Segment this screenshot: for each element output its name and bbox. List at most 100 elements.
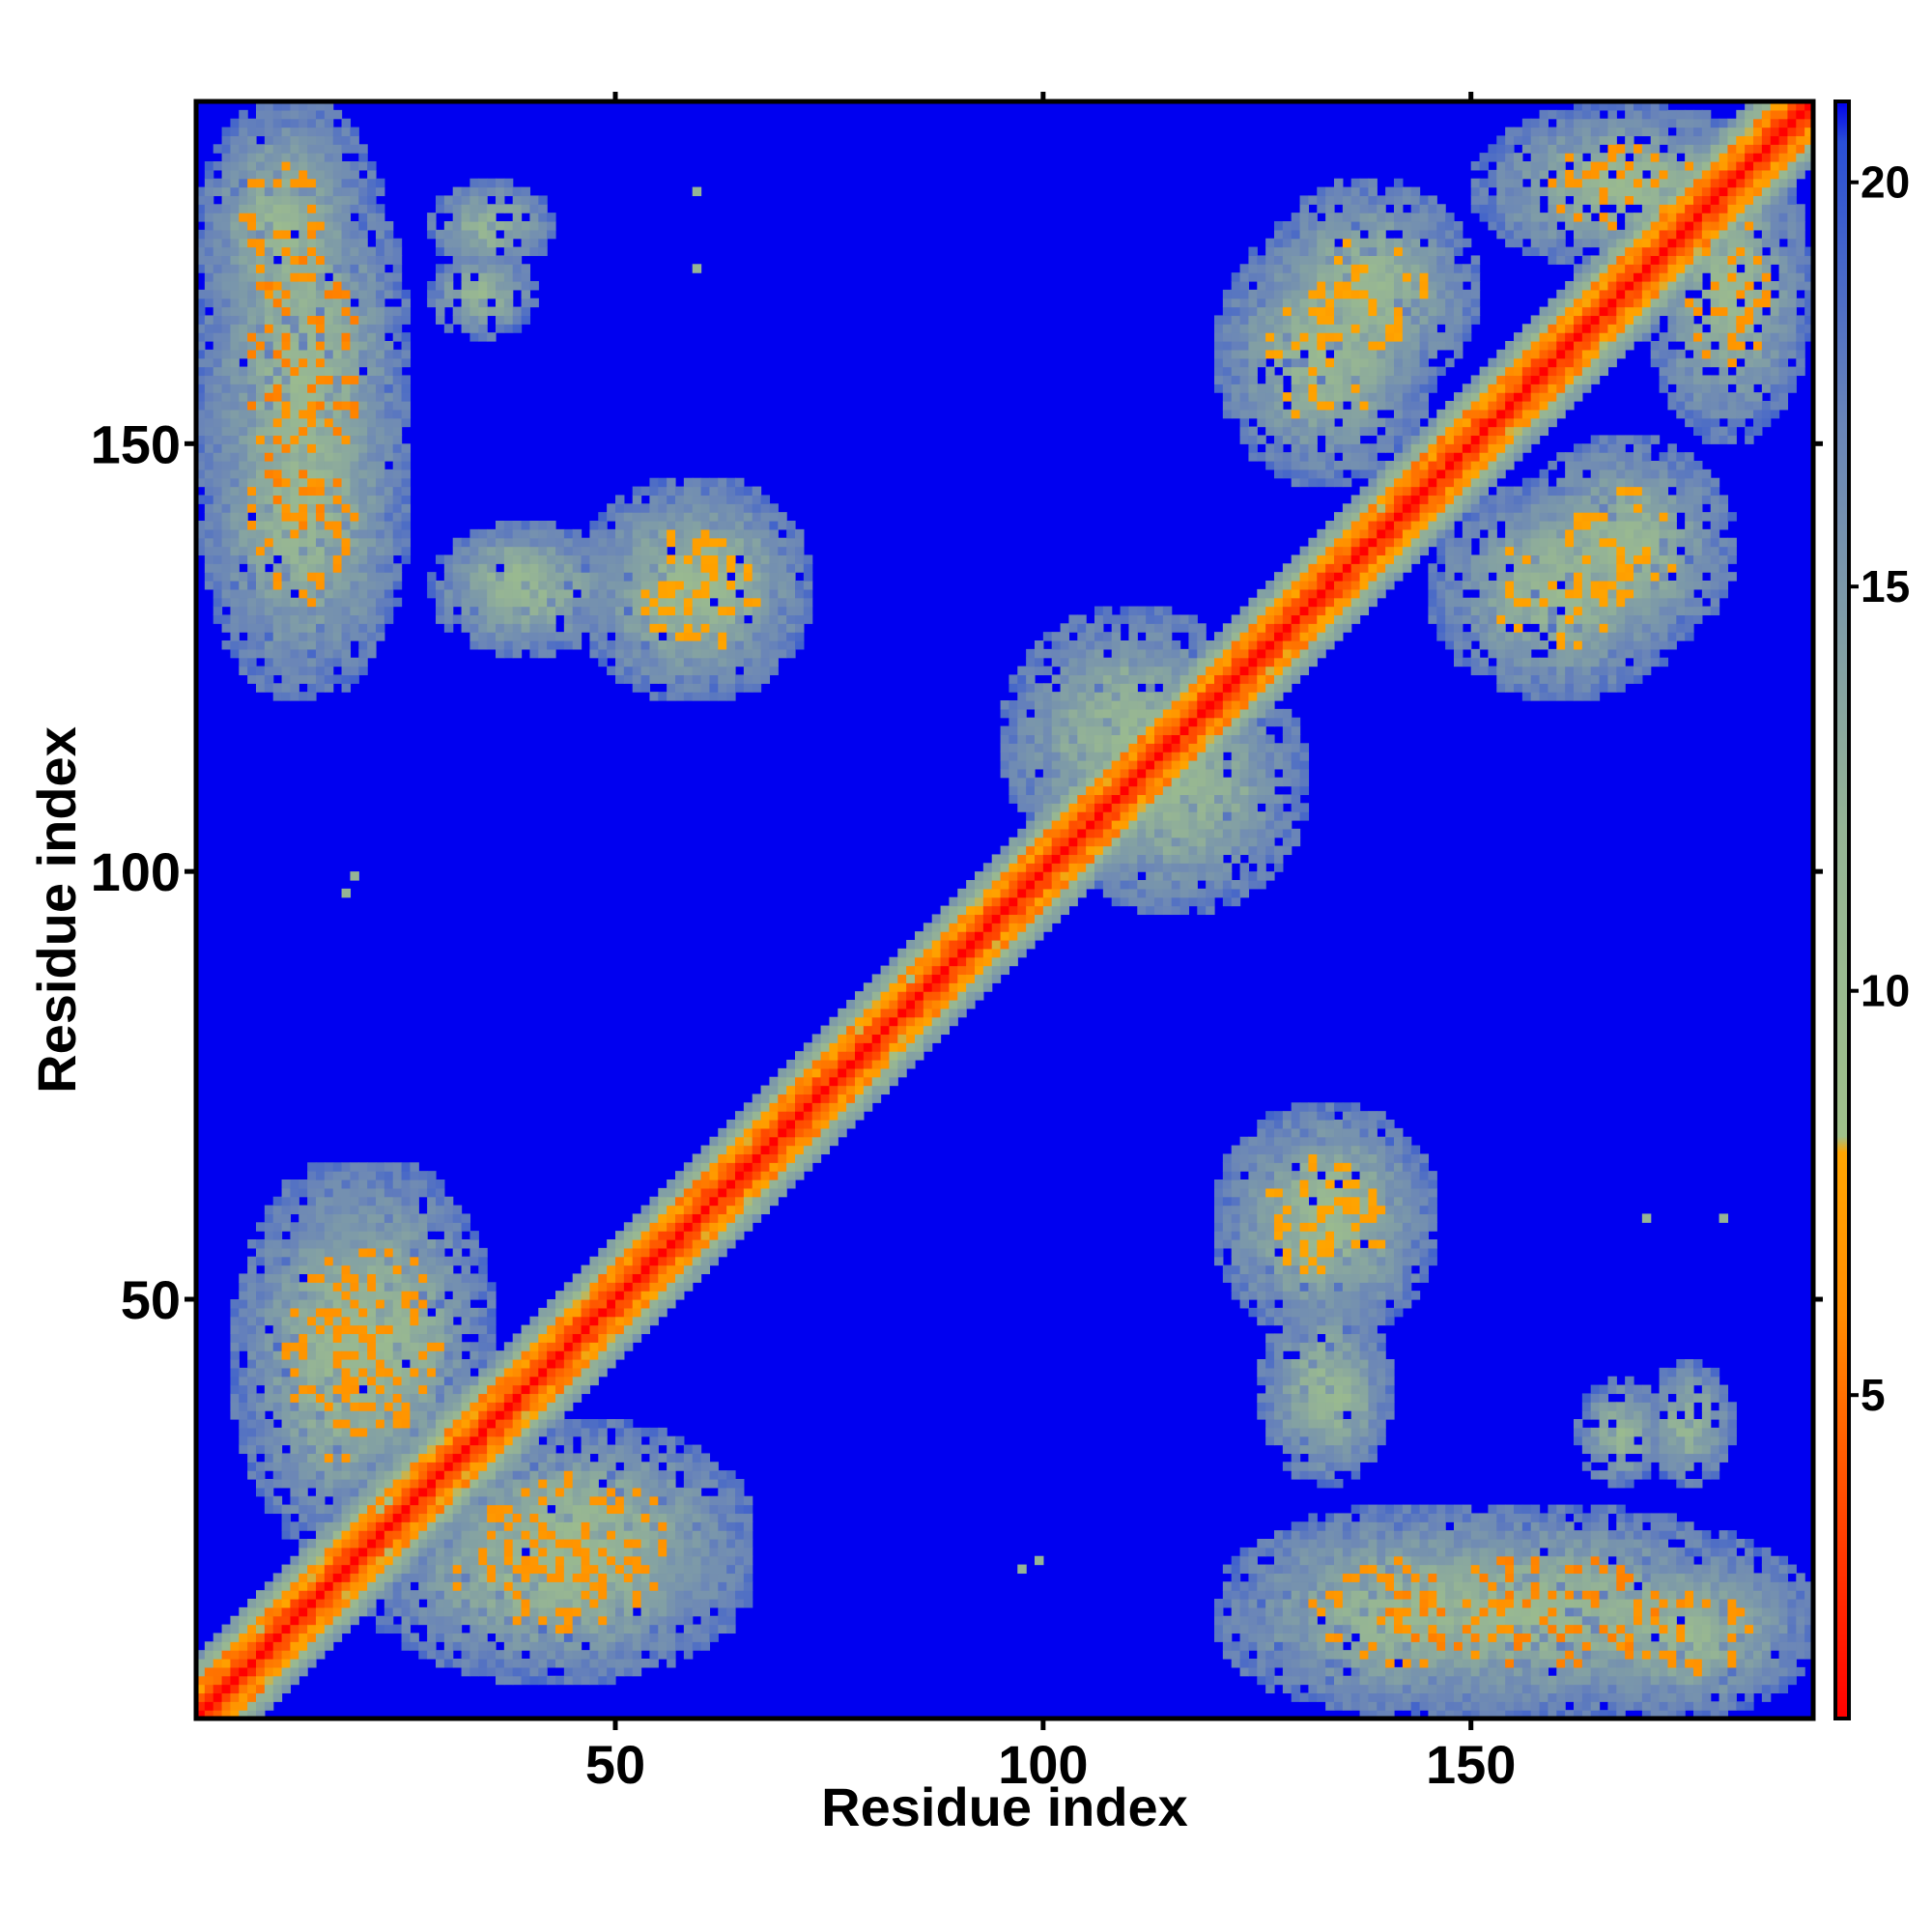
heatmap-cell [264, 1307, 274, 1318]
heatmap-cell [547, 1513, 556, 1522]
heatmap-cell [332, 229, 343, 240]
heatmap-cell [615, 495, 625, 504]
heatmap-cell [392, 1470, 403, 1480]
heatmap-cell [581, 1419, 591, 1429]
heatmap-cell [478, 1462, 488, 1471]
heatmap-cell [538, 1547, 548, 1557]
heatmap-cell [341, 375, 352, 384]
heatmap-cell [350, 204, 359, 213]
heatmap-cell [290, 341, 299, 351]
heatmap-cell [418, 1307, 428, 1318]
heatmap-cell [478, 1470, 488, 1480]
heatmap-cell [213, 572, 223, 582]
heatmap-cell [443, 554, 454, 564]
heatmap-cell [598, 1521, 608, 1531]
heatmap-cell [298, 169, 308, 180]
heatmap-cell [221, 1624, 232, 1634]
heatmap-cell [341, 178, 352, 188]
heatmap-cell [452, 238, 463, 248]
heatmap-cell [230, 632, 240, 641]
heatmap-cell [272, 1495, 283, 1506]
heatmap-cell [443, 1419, 454, 1429]
heatmap-cell [290, 1316, 299, 1326]
heatmap-cell [239, 1624, 248, 1634]
heatmap-cell [384, 581, 394, 590]
heatmap-cell [478, 1521, 488, 1531]
heatmap-cell [376, 443, 385, 453]
heatmap-cell [683, 1495, 694, 1506]
heatmap-cell [401, 1239, 412, 1249]
heatmap-cell [452, 306, 463, 317]
heatmap-cell [350, 1453, 359, 1463]
heatmap-cell [572, 1299, 582, 1309]
heatmap-cell [503, 289, 514, 299]
heatmap-cell [496, 315, 505, 325]
heatmap-cell [256, 1590, 266, 1600]
heatmap-cell [307, 588, 317, 599]
heatmap-cell [264, 298, 274, 308]
heatmap-cell [615, 581, 625, 590]
heatmap-cell [367, 384, 377, 393]
heatmap-cell [589, 1675, 599, 1686]
heatmap-cell [718, 1187, 727, 1198]
heatmap-cell [392, 1435, 403, 1446]
heatmap-cell [264, 178, 274, 188]
heatmap-cell [324, 1324, 334, 1335]
heatmap-cell [290, 1222, 299, 1232]
heatmap-cell [376, 1264, 385, 1275]
heatmap-cell [452, 1444, 463, 1455]
heatmap-cell [272, 1675, 283, 1686]
heatmap-cell [367, 1291, 377, 1300]
heatmap-cell [709, 692, 719, 701]
heatmap-cell [521, 1350, 531, 1360]
heatmap-cell [367, 1606, 377, 1617]
heatmap-cell [350, 871, 359, 881]
heatmap-cell [640, 528, 651, 539]
heatmap-cell [547, 1547, 556, 1557]
heatmap-cell [316, 512, 326, 522]
heatmap-cell [547, 1624, 556, 1634]
heatmap-cell [478, 528, 488, 539]
heatmap-cell [410, 1479, 419, 1489]
heatmap-cell [658, 1247, 668, 1258]
heatmap-cell [589, 640, 599, 650]
heatmap-cell [572, 1333, 582, 1343]
heatmap-cell [478, 588, 488, 599]
heatmap-cell [281, 298, 292, 308]
heatmap-cell [358, 246, 368, 257]
heatmap-cell [452, 1547, 463, 1557]
heatmap-cell [469, 1666, 479, 1677]
heatmap-cell [358, 452, 368, 462]
heatmap-cell [316, 1187, 326, 1198]
heatmap-cell [290, 512, 299, 522]
heatmap-cell [341, 392, 352, 402]
heatmap-cell [264, 1675, 274, 1686]
heatmap-cell [281, 144, 292, 154]
heatmap-cell [367, 392, 377, 402]
heatmap-cell [461, 1393, 471, 1403]
heatmap-cell [461, 563, 471, 573]
heatmap-cell [623, 1342, 634, 1351]
heatmap-cell [247, 1316, 257, 1326]
heatmap-cell [607, 1299, 616, 1309]
heatmap-cell [204, 392, 214, 402]
heatmap-cell [452, 264, 463, 273]
heatmap-cell [316, 537, 326, 548]
heatmap-cell [298, 417, 308, 428]
heatmap-cell [469, 1479, 479, 1489]
heatmap-cell [230, 375, 240, 384]
heatmap-cell [341, 1479, 352, 1489]
heatmap-cell [324, 1384, 334, 1395]
heatmap-cell [358, 477, 368, 488]
heatmap-cell [563, 572, 574, 582]
heatmap-cell [658, 554, 668, 564]
heatmap-cell [658, 606, 668, 616]
heatmap-cell [487, 1350, 497, 1360]
heatmap-cell [503, 1453, 514, 1463]
heatmap-cell [555, 546, 565, 556]
heatmap-cell [196, 528, 206, 539]
heatmap-cell [272, 1504, 283, 1515]
heatmap-cell [461, 1555, 471, 1566]
heatmap-cell [264, 666, 274, 676]
heatmap-cell [213, 469, 223, 479]
